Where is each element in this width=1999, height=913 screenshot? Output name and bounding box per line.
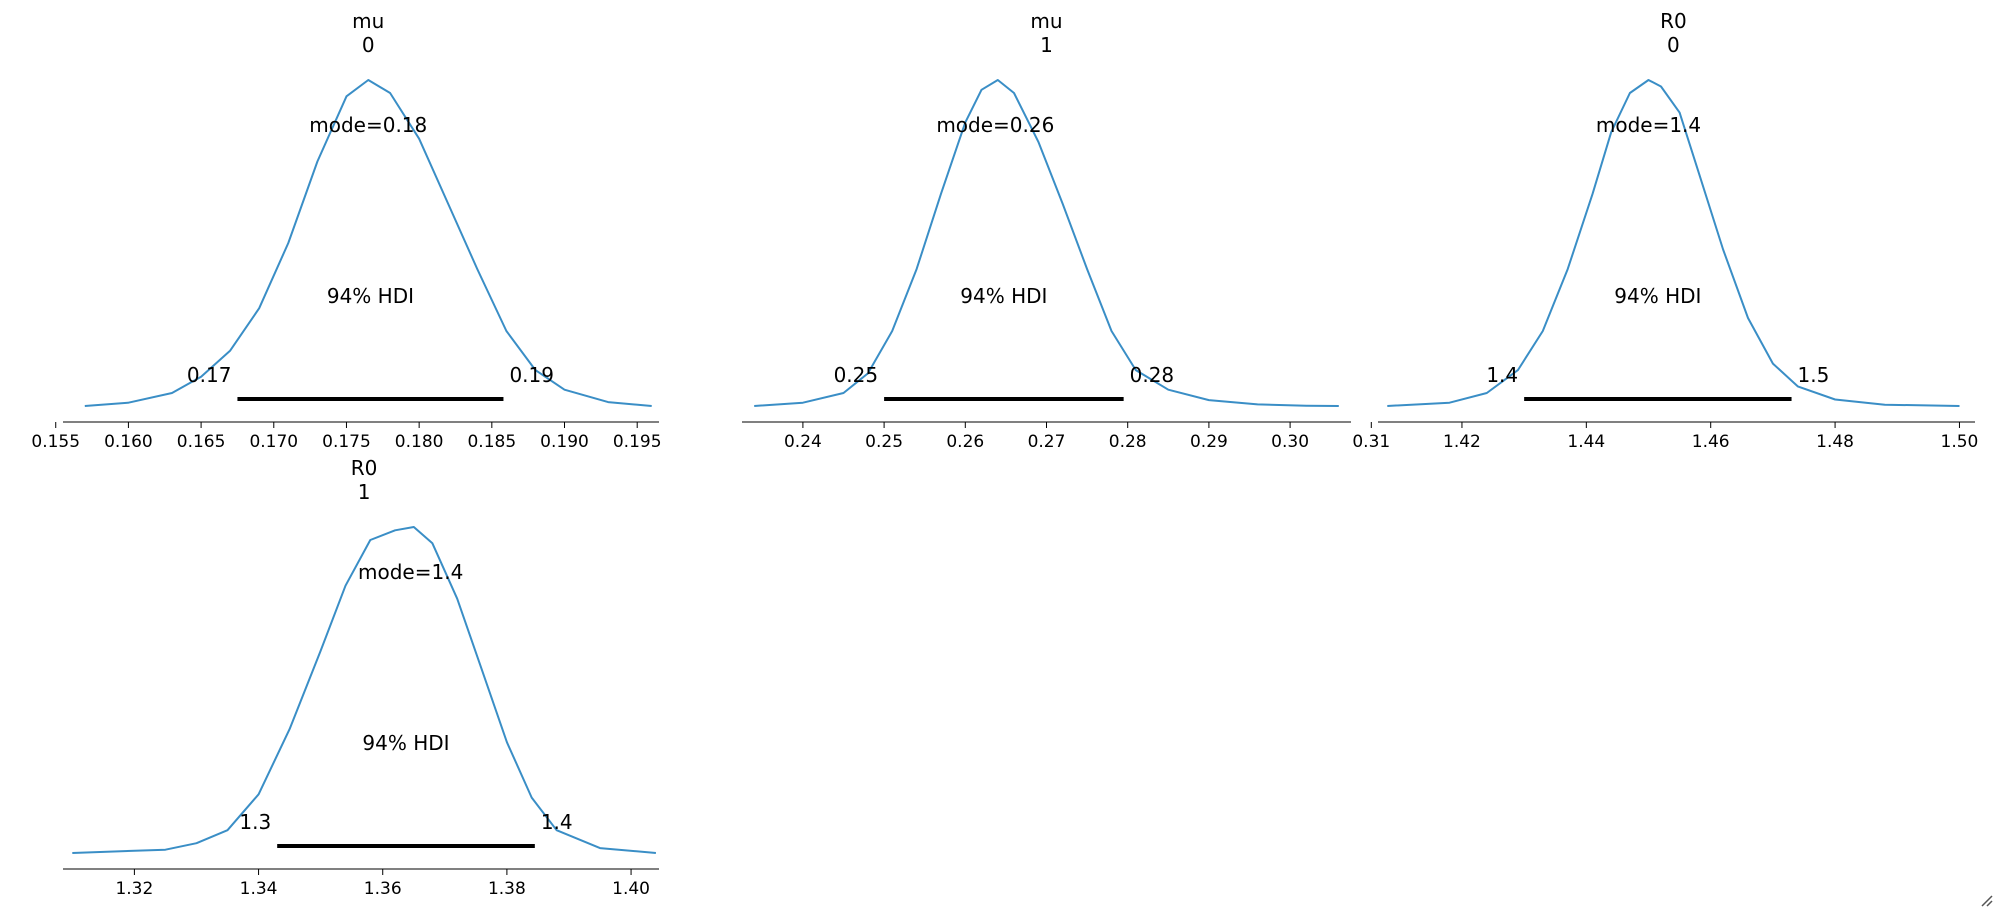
mode-label: mode=1.4	[1596, 113, 1701, 137]
posterior-density-line	[84, 79, 652, 407]
hdi-lower-label: 0.17	[187, 363, 232, 387]
x-tick-label: 0.29	[1190, 432, 1228, 452]
mode-label: mode=0.18	[309, 113, 427, 137]
x-tick-label: 1.50	[1941, 432, 1979, 452]
x-tick-label: 0.27	[1028, 432, 1066, 452]
x-tick-label: 0.175	[322, 432, 371, 452]
panel-title-variable: mu	[1030, 9, 1062, 33]
mode-label: mode=0.26	[936, 113, 1054, 137]
hdi-upper-label: 0.28	[1130, 363, 1175, 387]
hdi-upper-label: 0.19	[509, 363, 554, 387]
x-tick-label: 0.190	[540, 432, 589, 452]
x-tick-label: 1.34	[240, 879, 278, 899]
x-tick-label: 0.28	[1109, 432, 1147, 452]
posterior-panel: mu0 0.155 0.160 0.165 0.170 0.175 0.180 0.185 0.…	[31, 9, 661, 452]
posterior-density-line	[1387, 79, 1960, 407]
hdi-percent-label: 94% HDI	[960, 284, 1047, 308]
posterior-panel: R01 1.32 1.34 1.36 1.38 1.40 1.3 1.4 94% HDI mode…	[63, 456, 659, 899]
hdi-lower-label: 1.3	[239, 810, 271, 834]
x-tick-label: 0.165	[177, 432, 226, 452]
hdi-percent-label: 94% HDI	[327, 284, 414, 308]
hdi-lower-label: 1.4	[1486, 363, 1518, 387]
hdi-percent-label: 94% HDI	[362, 731, 449, 755]
hdi-upper-label: 1.4	[541, 810, 573, 834]
panel-title-index: 0	[362, 33, 375, 57]
x-tick-label: 1.32	[115, 879, 153, 899]
hdi-lower-label: 0.25	[834, 363, 879, 387]
x-tick-label: 1.44	[1567, 432, 1605, 452]
panel-title-index: 1	[1040, 33, 1053, 57]
x-tick-label: 0.160	[104, 432, 153, 452]
x-tick-label: 0.185	[467, 432, 516, 452]
x-tick-label: 1.36	[364, 879, 402, 899]
panel-title-variable: R0	[351, 456, 378, 480]
resize-grip-icon[interactable]	[1979, 893, 1993, 907]
posterior-panel: R00 1.42 1.44 1.46 1.48 1.50 1.4 1.5 94% HDI mode…	[1378, 9, 1978, 452]
mode-label: mode=1.4	[358, 560, 463, 584]
posterior-density-line	[754, 79, 1339, 407]
panel-title-variable: R0	[1660, 9, 1687, 33]
x-tick-label: 0.180	[395, 432, 444, 452]
hdi-upper-label: 1.5	[1798, 363, 1830, 387]
panel-title-variable: mu	[352, 9, 384, 33]
x-tick-label: 0.26	[946, 432, 984, 452]
hdi-percent-label: 94% HDI	[1614, 284, 1701, 308]
panel-title-index: 1	[358, 480, 371, 504]
x-tick-label: 0.170	[249, 432, 298, 452]
x-tick-label: 1.46	[1692, 432, 1730, 452]
x-tick-label: 0.25	[865, 432, 903, 452]
x-tick-label: 0.155	[31, 432, 80, 452]
x-tick-label: 0.30	[1271, 432, 1309, 452]
x-tick-label: 1.40	[612, 879, 650, 899]
x-tick-label: 1.38	[488, 879, 526, 899]
x-tick-label: 0.195	[613, 432, 662, 452]
x-tick-label: 1.42	[1443, 432, 1481, 452]
posterior-panel: mu1 0.24 0.25 0.26 0.27 0.28 0.29 0.30 0.31 0.25 0…	[742, 9, 1390, 452]
posterior-density-line	[72, 526, 656, 854]
x-tick-label: 1.48	[1816, 432, 1854, 452]
panel-title-index: 0	[1667, 33, 1680, 57]
x-tick-label: 0.24	[784, 432, 822, 452]
x-tick-label: 0.31	[1352, 432, 1390, 452]
